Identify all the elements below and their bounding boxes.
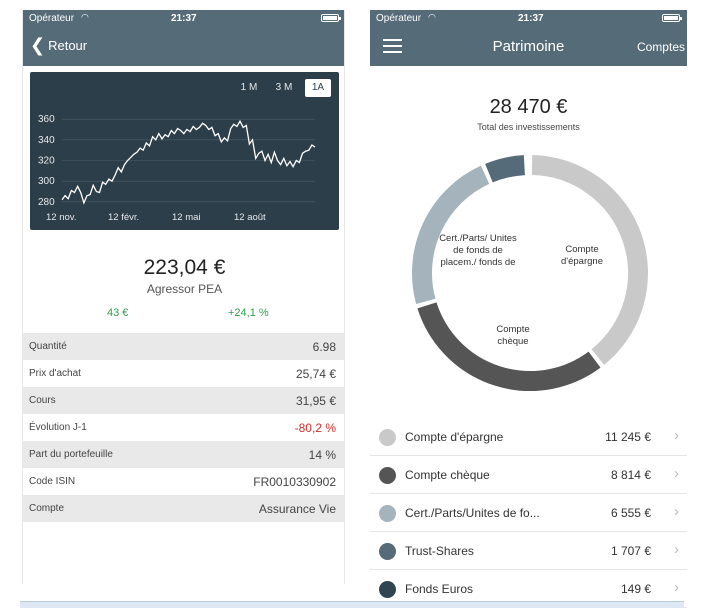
info-value: 31,95 € <box>295 393 336 408</box>
back-button[interactable]: ❮ Retour <box>30 35 88 55</box>
donut-slice-cheque <box>417 302 601 391</box>
legend-dot <box>379 581 396 598</box>
info-value: FR0010330902 <box>253 474 336 489</box>
legend-amount: 6 555 € <box>610 506 651 520</box>
total-label: Total des investissements <box>477 122 580 132</box>
page-title: Patrimoine <box>492 38 565 55</box>
info-value: 6.98 <box>312 339 336 354</box>
legend-amount: 149 € <box>620 582 651 596</box>
legend-item-cert[interactable]: Cert./Parts/Unites de fo... 6 555 € › <box>370 494 687 532</box>
info-row-evolution: Évolution J-1 -80,2 % <box>23 414 344 441</box>
gain-amount: 43 € <box>107 307 129 319</box>
carrier-label: Opérateur <box>29 13 75 24</box>
x-tick-label: 12 mai <box>172 212 201 223</box>
range-1m-button[interactable]: 1 M <box>240 82 258 93</box>
status-time: 21:37 <box>518 13 544 24</box>
legend-dot <box>379 429 396 446</box>
y-tick-label: 300 <box>38 176 55 187</box>
info-row-prix-achat: Prix d'achat 25,74 € <box>23 360 344 387</box>
x-tick-label: 12 août <box>234 212 266 223</box>
info-label: Prix d'achat <box>29 368 81 379</box>
status-time: 21:37 <box>171 13 197 24</box>
wifi-icon: ◠ <box>428 12 436 22</box>
fund-price: 223,04 € <box>143 256 226 279</box>
total-amount: 28 470 € <box>489 96 568 118</box>
info-row-compte: Compte Assurance Vie <box>23 495 344 522</box>
info-label: Évolution J-1 <box>29 422 87 433</box>
donut-slice-epargne <box>531 155 648 365</box>
legend-item-epargne[interactable]: Compte d'épargne 11 245 € › <box>370 418 687 456</box>
info-value: 14 % <box>308 447 336 462</box>
info-label: Quantité <box>29 341 67 352</box>
status-bar: Opérateur ◠ 21:37 <box>23 10 344 27</box>
fund-name: Agressor PEA <box>146 282 223 296</box>
donut-label-cheque: Compte chèque <box>496 324 530 347</box>
legend-item-trust[interactable]: Trust-Shares 1 707 € › <box>370 532 687 570</box>
y-tick-label: 360 <box>38 114 55 125</box>
legend-name: Compte d'épargne <box>405 430 504 444</box>
price-chart-card: 1 M 3 M 1A 360 340 320 300 280 12 nov. 12 fév… <box>30 72 339 230</box>
x-tick-label: 12 nov. <box>46 212 76 223</box>
price-series-line <box>61 119 316 205</box>
chevron-right-icon: › <box>674 541 679 558</box>
legend-amount: 11 245 € <box>605 430 651 444</box>
y-tick-label: 320 <box>38 156 55 167</box>
legend-item-cheque[interactable]: Compte chèque 8 814 € › <box>370 456 687 494</box>
battery-icon <box>321 14 341 22</box>
wifi-icon: ◠ <box>81 12 89 22</box>
chevron-right-icon: › <box>674 579 679 596</box>
info-label: Cours <box>29 395 56 406</box>
donut-slice-cert <box>412 165 490 305</box>
legend-name: Cert./Parts/Unites de fo... <box>405 506 540 520</box>
legend-name: Fonds Euros <box>405 582 474 596</box>
fund-detail-screen: Opérateur ◠ 21:37 ❮ Retour 1 M 3 M 1A 36… <box>22 10 345 584</box>
info-row-part-portefeuille: Part du portefeuille 14 % <box>23 441 344 468</box>
legend-dot <box>379 467 396 484</box>
comptes-button[interactable]: Comptes <box>636 40 685 54</box>
donut-label-epargne: Compte d'épargne <box>561 244 603 267</box>
fund-info-table: Quantité 6.98 Prix d'achat 25,74 € Cours 31… <box>23 333 344 522</box>
bottom-edge-bar <box>20 601 684 608</box>
legend-dot <box>379 505 396 522</box>
portfolio-screen: Opérateur ◠ 21:37 Patrimoine Comptes 28 … <box>370 10 687 608</box>
price-line-chart: 360 340 320 300 280 12 nov. 12 févr. 12 mai 12 … <box>38 114 316 223</box>
chevron-left-icon: ❮ <box>30 35 46 55</box>
info-label: Code ISIN <box>29 476 76 487</box>
carrier-label: Opérateur <box>376 13 422 24</box>
x-tick-label: 12 févr. <box>108 212 139 223</box>
donut-label-cert: Cert./Parts/ Unites de fonds de placem./… <box>439 233 517 268</box>
range-3m-button[interactable]: 3 M <box>275 82 293 93</box>
gain-percent: +24,1 % <box>228 307 269 319</box>
donut-slice-trust <box>485 155 526 183</box>
info-row-code-isin: Code ISIN FR0010330902 <box>23 468 344 495</box>
battery-icon <box>662 14 682 22</box>
nav-bar: Patrimoine Comptes <box>370 27 687 66</box>
legend-amount: 8 814 € <box>610 468 651 482</box>
y-tick-label: 280 <box>38 197 55 208</box>
legend-amount: 1 707 € <box>610 544 651 558</box>
legend-name: Compte chèque <box>405 468 490 482</box>
info-value: 25,74 € <box>295 366 336 381</box>
info-value: Assurance Vie <box>258 501 336 516</box>
chevron-right-icon: › <box>674 427 679 444</box>
chevron-right-icon: › <box>674 503 679 520</box>
back-label: Retour <box>48 37 88 53</box>
legend-dot <box>379 543 396 560</box>
menu-icon[interactable] <box>383 39 402 53</box>
info-row-quantite: Quantité 6.98 <box>23 333 344 360</box>
info-label: Part du portefeuille <box>29 449 113 460</box>
info-value: -80,2 % <box>294 420 336 435</box>
chevron-right-icon: › <box>674 465 679 482</box>
y-tick-label: 340 <box>38 135 55 146</box>
allocation-donut-chart <box>412 155 648 391</box>
status-bar: Opérateur ◠ 21:37 <box>370 10 687 27</box>
nav-bar: ❮ Retour <box>23 27 344 66</box>
info-row-cours: Cours 31,95 € <box>23 387 344 414</box>
range-1a-button[interactable]: 1A <box>305 79 331 97</box>
info-label: Compte <box>29 503 65 514</box>
allocation-legend-list: Compte d'épargne 11 245 € › Compte chèqu… <box>370 418 687 608</box>
legend-name: Trust-Shares <box>405 544 474 558</box>
